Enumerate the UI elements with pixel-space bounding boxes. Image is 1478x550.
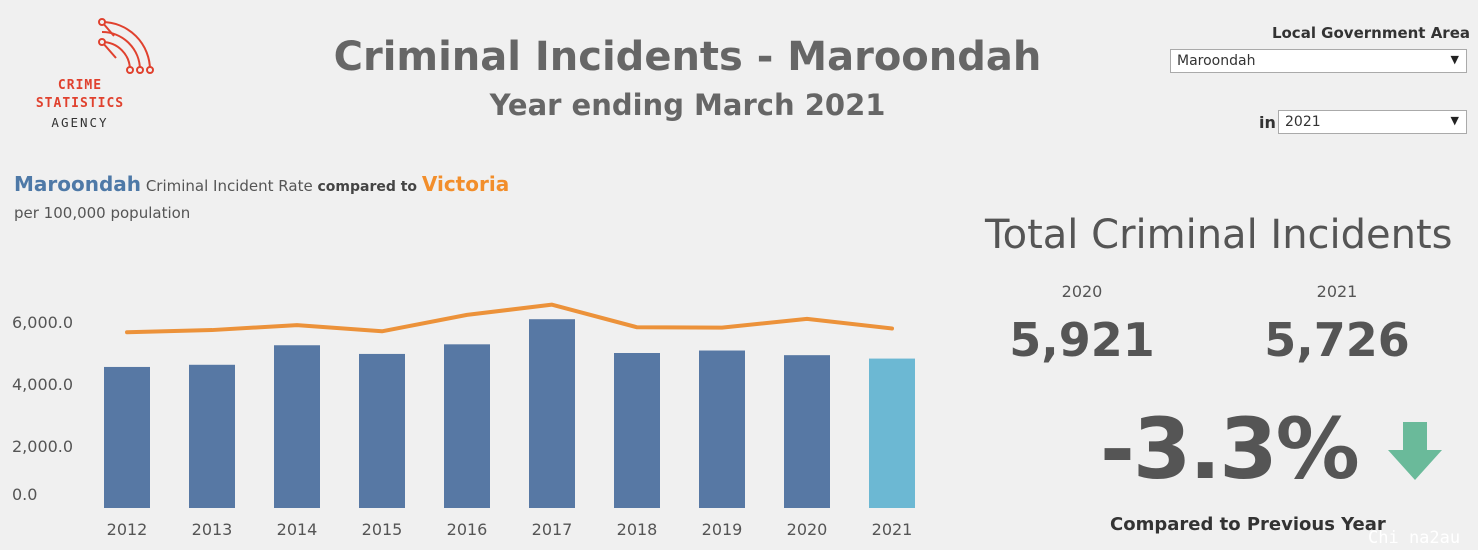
x-tick-label: 2018: [617, 520, 658, 539]
x-tick-label: 2016: [447, 520, 488, 539]
total-incidents-title: Total Criminal Incidents: [985, 212, 1453, 258]
bar-2017: [529, 319, 575, 508]
logo-line-statistics: STATISTICS: [35, 96, 125, 111]
bar-2012: [104, 366, 150, 508]
curr-year-total: 5,726: [1264, 313, 1410, 367]
prev-year-total: 5,921: [1009, 313, 1155, 367]
y-tick-label: 2,000.0: [12, 437, 73, 456]
arrow-down-icon: [1388, 422, 1442, 480]
crime-statistics-agency-logo: CRIME STATISTICS AGENCY: [30, 18, 154, 133]
bar-2014: [274, 345, 320, 508]
chart-heading: Maroondah Criminal Incident Rate compare…: [14, 172, 509, 196]
bar-2013: [189, 364, 235, 508]
page-title: Criminal Incidents - Maroondah: [333, 34, 1042, 80]
compared-to-previous-label: Compared to Previous Year: [1110, 514, 1386, 535]
logo-line-crime: CRIME: [57, 78, 103, 93]
chart-per-population: per 100,000 population: [14, 204, 191, 222]
dropdown-arrow-icon: ▼: [1450, 114, 1459, 127]
bar-2021: [869, 358, 915, 508]
x-tick-label: 2020: [787, 520, 828, 539]
incident-rate-chart: 6,000.0 4,000.0 2,000.0 0.0 2012 2013 2014 2015…: [12, 302, 915, 539]
y-tick-label: 4,000.0: [12, 375, 73, 394]
lga-select[interactable]: Maroondah ▼: [1170, 49, 1467, 73]
x-tick-label: 2017: [532, 520, 573, 539]
bar-2020: [784, 355, 830, 508]
chart-heading-lga: Maroondah: [14, 172, 142, 196]
year-select-value: 2021: [1285, 114, 1321, 130]
lga-select-value: Maroondah: [1177, 53, 1256, 69]
lga-filter-label: Local Government Area: [1271, 24, 1470, 42]
x-tick-label: 2014: [277, 520, 318, 539]
chart-heading-compared: compared to: [317, 179, 418, 195]
page-subtitle: Year ending March 2021: [489, 88, 886, 122]
x-tick-label: 2015: [362, 520, 403, 539]
victoria-rate-line: [125, 302, 894, 335]
watermark: Chi na2au: [1368, 528, 1461, 548]
x-tick-label: 2013: [192, 520, 233, 539]
x-tick-label: 2021: [872, 520, 913, 539]
chart-heading-victoria: Victoria: [421, 172, 510, 196]
y-tick-label: 0.0: [12, 485, 37, 504]
bar-2018: [614, 353, 660, 508]
prev-year-label: 2020: [1061, 282, 1103, 301]
signal-arc-icon: [98, 18, 154, 74]
logo-line-agency: AGENCY: [51, 115, 109, 130]
percent-change: -3.3%: [1100, 400, 1360, 498]
curr-year-label: 2021: [1316, 282, 1358, 301]
bar-2016: [444, 344, 490, 508]
x-tick-label: 2012: [107, 520, 148, 539]
year-select[interactable]: 2021 ▼: [1278, 110, 1467, 134]
bar-2019: [699, 350, 745, 508]
y-tick-label: 6,000.0: [12, 313, 73, 332]
bar-2015: [359, 353, 405, 508]
chart-heading-text: Criminal Incident Rate: [145, 177, 313, 195]
x-tick-label: 2019: [702, 520, 743, 539]
year-filter-label: in: [1259, 113, 1276, 132]
dropdown-arrow-icon: ▼: [1450, 53, 1459, 66]
